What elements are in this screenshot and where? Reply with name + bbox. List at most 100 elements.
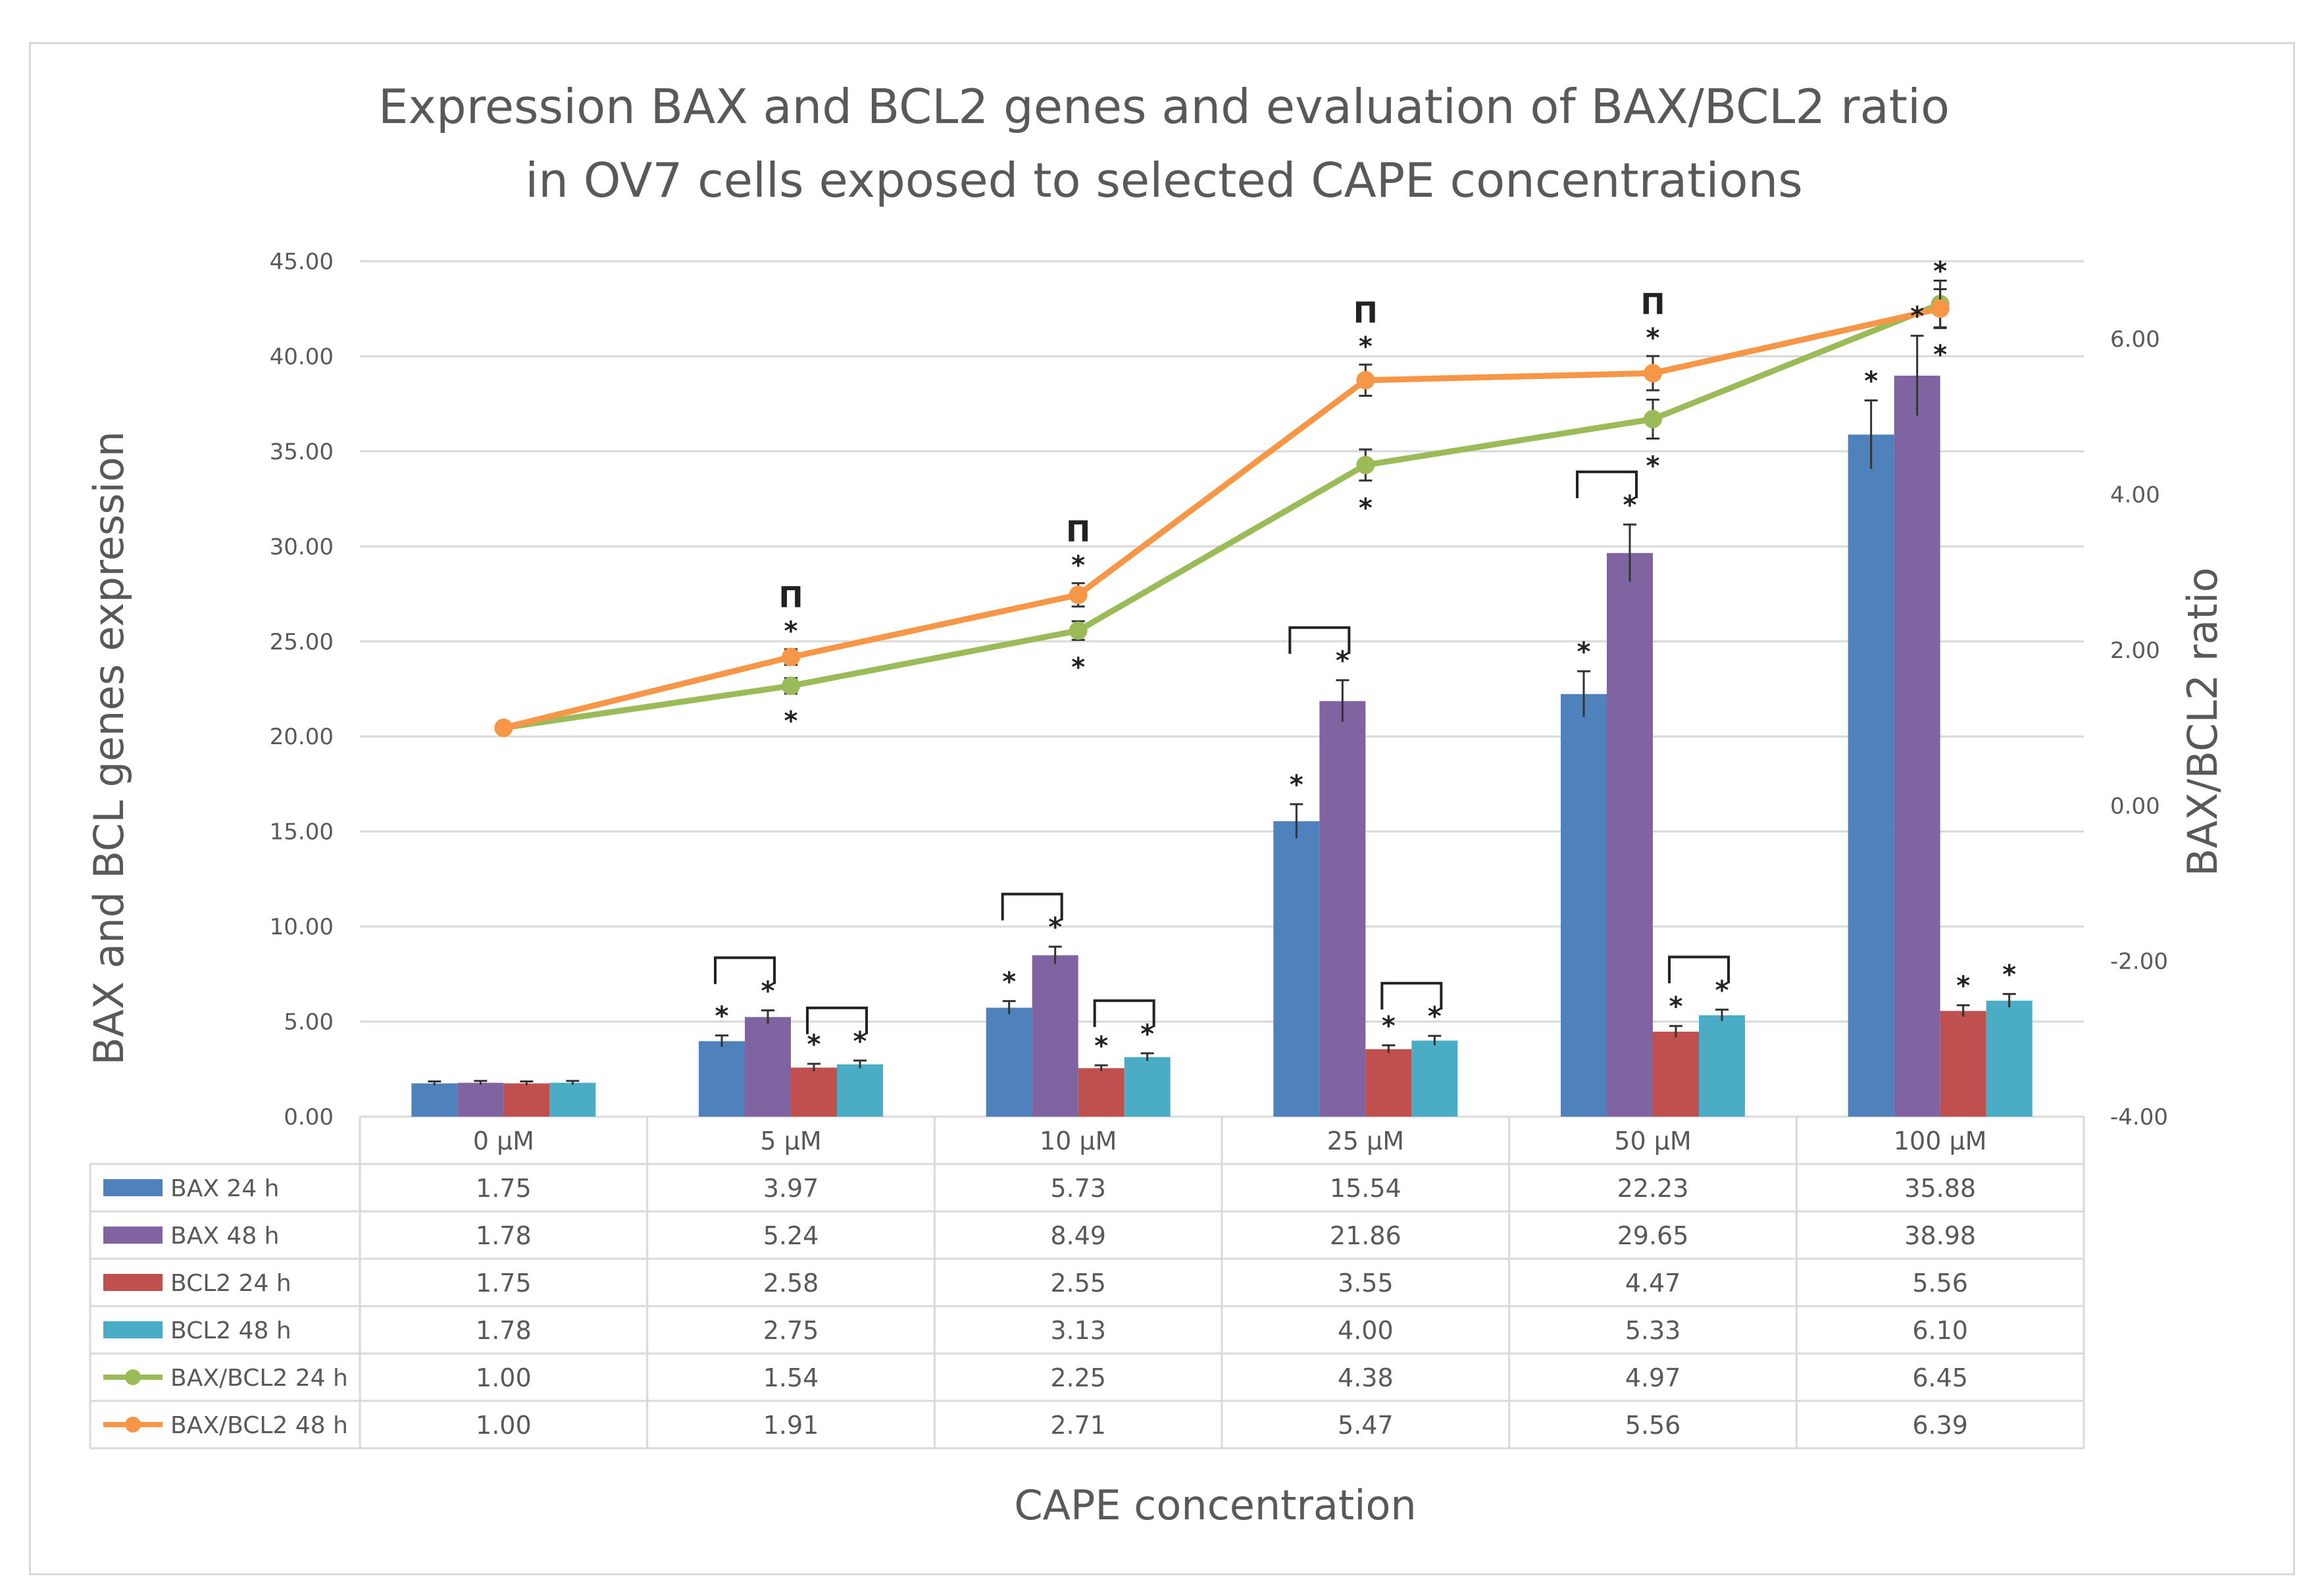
bar <box>1273 821 1320 1117</box>
bar <box>699 1041 745 1117</box>
bar <box>457 1082 504 1117</box>
bar <box>791 1067 837 1117</box>
legend-key-marker <box>125 1417 141 1432</box>
table-cell: 1.78 <box>476 1221 532 1250</box>
pi-mark: Π <box>1353 296 1378 330</box>
y-left-tick-label: 40.00 <box>270 343 334 370</box>
line-point <box>782 676 800 696</box>
significance-star: * <box>784 617 798 647</box>
significance-star: * <box>1140 1019 1154 1050</box>
bar <box>1607 553 1653 1117</box>
significance-star: * <box>807 1030 821 1060</box>
bar <box>1561 694 1607 1117</box>
legend-label: BAX/BCL2 24 h <box>170 1365 348 1392</box>
table-cell: 1.54 <box>763 1363 819 1392</box>
significance-star: * <box>784 706 798 736</box>
chart-frame: Expression BAX and BCL2 genes and evalua… <box>29 42 2295 1575</box>
legend-label: BAX/BCL2 48 h <box>170 1412 348 1439</box>
y-right-tick-label: 4.00 <box>2110 482 2160 509</box>
legend-label: BCL2 24 h <box>170 1270 291 1297</box>
legend-key-swatch <box>103 1227 163 1244</box>
y-left-tick-label: 35.00 <box>270 439 334 465</box>
y-axis-right-title: BAX/BCL2 ratio <box>2179 567 2227 876</box>
y-right-tick-label: -4.00 <box>2110 1104 2168 1130</box>
significance-star: * <box>1910 301 1924 332</box>
table-cell: 2.75 <box>763 1316 819 1345</box>
y-left-tick-label: 10.00 <box>270 914 334 940</box>
line-point <box>494 719 513 738</box>
bar <box>1365 1049 1412 1117</box>
bars-layer <box>411 334 2033 1117</box>
legend-key-swatch <box>103 1274 163 1291</box>
significance-star: * <box>1956 971 1970 1001</box>
category-label: 25 µM <box>1327 1127 1404 1155</box>
table-cell: 22.23 <box>1617 1174 1689 1203</box>
significance-star: * <box>1933 257 1947 287</box>
table-cell: 2.55 <box>1050 1269 1106 1298</box>
line-point <box>1931 299 1950 318</box>
pi-mark: Π <box>779 581 803 615</box>
table-cell: 6.45 <box>1912 1363 1968 1392</box>
line-point <box>1069 586 1088 604</box>
significance-star: * <box>1646 323 1660 353</box>
category-label: 0 µM <box>473 1127 534 1155</box>
table-cell: 38.98 <box>1904 1221 1976 1250</box>
table-cell: 1.00 <box>476 1411 532 1440</box>
significance-star: * <box>1290 770 1303 800</box>
y-right-tick-label: 2.00 <box>2110 638 2160 664</box>
significance-star: * <box>1048 913 1062 943</box>
table-cell: 1.75 <box>476 1269 532 1298</box>
line-point <box>1644 409 1662 428</box>
annotations-layer: *********** ***** ******Π**Π**Π**Π** <box>714 257 2016 1061</box>
significance-star: * <box>1336 646 1350 676</box>
table-cell: 6.10 <box>1912 1316 1968 1345</box>
bar <box>1894 375 1940 1117</box>
y-axis-left-title: BAX and BCL genes expression <box>85 431 133 1065</box>
chart-title-line2: in OV7 cells exposed to selected CAPE co… <box>525 153 1802 208</box>
bar <box>1032 955 1078 1117</box>
bracket-bax <box>1001 892 1063 921</box>
table-cell: 4.97 <box>1625 1363 1681 1392</box>
category-label: 5 µM <box>760 1127 821 1155</box>
significance-star: * <box>1382 1011 1396 1042</box>
bracket-bax <box>1576 470 1638 499</box>
bar <box>837 1064 883 1117</box>
category-label: 10 µM <box>1040 1127 1117 1155</box>
table-cell: 5.24 <box>763 1221 819 1250</box>
significance-star: * <box>853 1026 867 1057</box>
legend-key-marker <box>125 1369 141 1385</box>
significance-star: * <box>1864 366 1878 396</box>
table-cell: 29.65 <box>1617 1221 1689 1250</box>
bar <box>1124 1057 1171 1117</box>
significance-star: * <box>1071 550 1085 580</box>
table-cell: 2.58 <box>763 1269 819 1298</box>
bar <box>1986 1000 2033 1117</box>
table-cell: 3.13 <box>1050 1316 1106 1345</box>
significance-star: * <box>1359 493 1373 523</box>
legend-label: BAX 48 h <box>170 1223 280 1250</box>
table-cell: 5.56 <box>1912 1269 1968 1298</box>
table-cell: 15.54 <box>1330 1174 1402 1203</box>
table-cell: 21.86 <box>1330 1221 1402 1250</box>
bracket-bax <box>1288 626 1351 654</box>
bracket-bax <box>714 956 776 984</box>
significance-star: * <box>1933 340 1947 370</box>
significance-star: * <box>1577 637 1591 667</box>
y-left-tick-label: 15.00 <box>270 819 334 846</box>
table-cell: 5.33 <box>1625 1316 1681 1345</box>
bar <box>745 1017 791 1117</box>
chart-title-line1: Expression BAX and BCL2 genes and evalua… <box>378 79 1950 134</box>
line-point <box>1356 455 1375 474</box>
line-point <box>782 647 800 667</box>
bracket-bcl2 <box>806 1006 868 1034</box>
significance-star: * <box>1002 967 1016 997</box>
y-left-tick-label: 20.00 <box>270 724 334 750</box>
lines-layer <box>494 280 1950 738</box>
bar <box>1078 1068 1124 1117</box>
bracket-bcl2 <box>1380 982 1443 1010</box>
table-cell: 5.56 <box>1625 1411 1681 1440</box>
table-cell: 6.39 <box>1912 1411 1968 1440</box>
y-right-tick-label: -2.00 <box>2110 949 2168 975</box>
table-cell: 2.25 <box>1050 1363 1106 1392</box>
significance-star: * <box>1715 975 1729 1005</box>
